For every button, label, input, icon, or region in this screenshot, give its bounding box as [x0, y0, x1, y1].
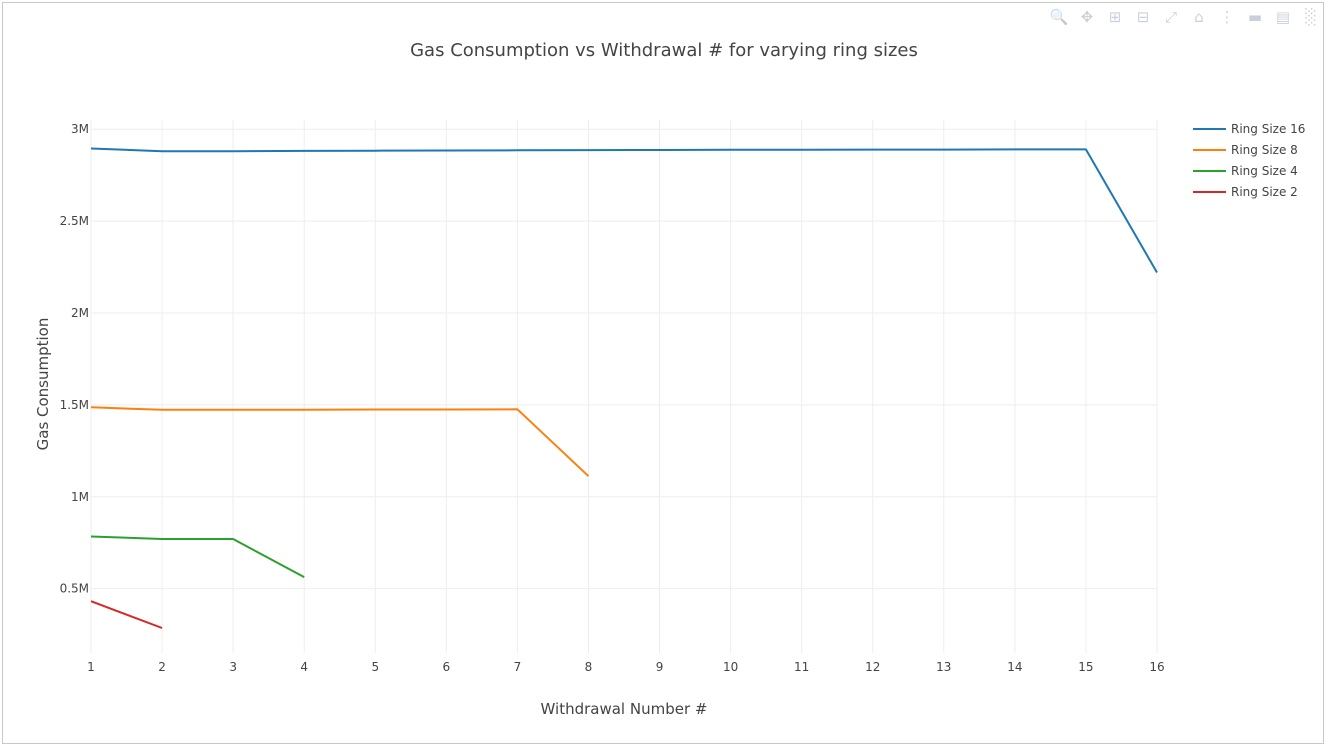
series-line-ring-size-8[interactable] — [90, 406, 590, 477]
x-tick-label: 5 — [371, 660, 379, 674]
series-line-ring-size-4[interactable] — [90, 535, 305, 578]
hover-compare-icon[interactable]: ▤ — [1275, 8, 1291, 26]
y-tick-label: 1.5M — [60, 398, 89, 412]
y-tick-label: 1M — [71, 490, 89, 504]
x-tick-labels: 1 2 3 4 5 6 7 8 9 10 11 12 13 14 15 16 — [87, 660, 1164, 674]
y-tick-labels: 0.5M 1M 1.5M 2M 2.5M 3M — [60, 122, 89, 595]
autoscale-icon[interactable]: ⤢ — [1164, 8, 1177, 26]
zoom-icon[interactable]: 🔍 — [1049, 8, 1069, 26]
legend-label: Ring Size 16 — [1231, 122, 1305, 136]
y-tick-label: 2M — [71, 306, 89, 320]
x-tick-label: 3 — [229, 660, 237, 674]
grid-lines — [90, 120, 1158, 653]
series-line-ring-size-16[interactable] — [90, 147, 1158, 274]
legend-label: Ring Size 2 — [1231, 185, 1298, 199]
x-tick-label: 10 — [723, 660, 738, 674]
x-tick-label: 8 — [585, 660, 593, 674]
x-tick-label: 11 — [794, 660, 809, 674]
legend-item[interactable]: Ring Size 2 — [1193, 185, 1298, 199]
legend-item[interactable]: Ring Size 4 — [1193, 164, 1298, 178]
x-axis-label: Withdrawal Number # — [541, 700, 708, 718]
y-tick-label: 0.5M — [60, 582, 89, 596]
x-tick-label: 6 — [443, 660, 451, 674]
legend-item[interactable]: Ring Size 16 — [1193, 122, 1305, 136]
x-tick-label: 9 — [656, 660, 664, 674]
chart-title: Gas Consumption vs Withdrawal # for vary… — [410, 40, 918, 61]
x-tick-label: 2 — [158, 660, 166, 674]
legend-item[interactable]: Ring Size 8 — [1193, 143, 1298, 157]
x-tick-label: 15 — [1078, 660, 1093, 674]
plotly-logo-icon[interactable]: ░ — [1305, 8, 1317, 26]
x-tick-label: 16 — [1149, 660, 1164, 674]
x-tick-label: 4 — [300, 660, 308, 674]
series-line-ring-size-2[interactable] — [90, 600, 163, 629]
reset-axes-icon[interactable]: ⌂ — [1194, 8, 1204, 26]
series-lines — [90, 147, 1158, 629]
y-tick-label: 2.5M — [60, 214, 89, 228]
x-tick-label: 12 — [865, 660, 880, 674]
x-tick-label: 13 — [936, 660, 951, 674]
y-tick-label: 3M — [71, 122, 89, 136]
legend[interactable]: Ring Size 16 Ring Size 8 Ring Size 4 Ring S… — [1193, 122, 1305, 199]
zoom-out-icon[interactable]: ⊟ — [1136, 8, 1150, 26]
x-tick-label: 14 — [1007, 660, 1022, 674]
y-axis-label: Gas Consumption — [34, 318, 52, 451]
x-tick-label: 1 — [87, 660, 95, 674]
spike-lines-icon[interactable]: ⋮ — [1219, 8, 1235, 26]
pan-icon[interactable]: ✥ — [1080, 8, 1094, 26]
hover-closest-icon[interactable]: ▬ — [1247, 8, 1263, 26]
modebar: 🔍 ✥ ⊞ ⊟ ⤢ ⌂ ⋮ ▬ ▤ ░ — [1050, 8, 1320, 26]
legend-label: Ring Size 4 — [1231, 164, 1298, 178]
x-tick-label: 7 — [514, 660, 522, 674]
zoom-in-icon[interactable]: ⊞ — [1108, 8, 1122, 26]
legend-label: Ring Size 8 — [1231, 143, 1298, 157]
